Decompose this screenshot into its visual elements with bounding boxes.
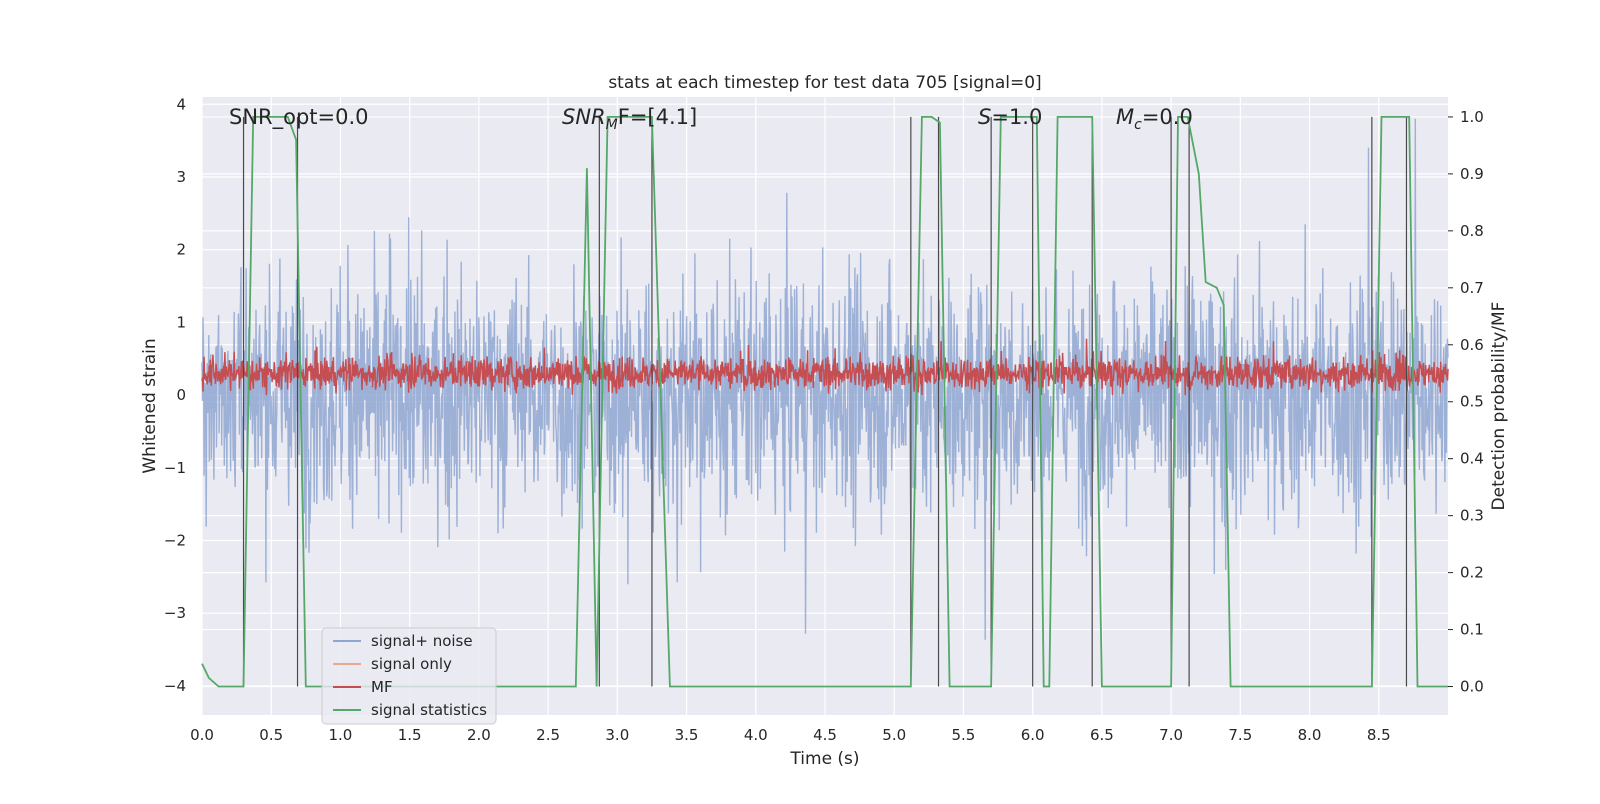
annotation-snr-mf-tail: F=[4.1] [618,105,697,129]
y-tick-label-right: 0.5 [1460,393,1484,411]
x-tick-label: 4.5 [813,726,837,744]
x-tick-label: 7.0 [1159,726,1183,744]
mf-line [201,338,1449,396]
legend: signal+ noise signal only MF signal stat… [321,627,497,725]
signal-noise-series [201,118,1449,640]
y-tick-label-right: 0.3 [1460,507,1484,525]
right-y-axis-ticks: 1.0 0.9 0.8 0.7 0.6 0.5 0.4 0.3 0.2 0.1 0.0 [1448,108,1484,696]
y-tick-label-left: −2 [164,532,186,550]
x-axis-ticks: 0.0 0.5 1.0 1.5 2.0 2.5 3.0 3.5 4.0 4.5 5.0 5.5 6.0 6… [190,726,1391,744]
y-tick-label-left: −4 [164,677,186,695]
legend-label-1: signal only [371,655,452,673]
signal-noise-line [201,118,1449,640]
legend-label-2: MF [371,678,393,696]
x-tick-label: 2.0 [467,726,491,744]
annotation-mc-tail: =0.0 [1142,105,1193,129]
y-tick-label-right: 0.9 [1460,165,1484,183]
y-tick-label-left: 0 [176,386,186,404]
legend-frame [321,627,497,725]
legend-label-0: signal+ noise [371,632,473,650]
left-y-axis-ticks: 4 3 2 1 0 −1 −2 −3 −4 [164,95,186,695]
y-tick-label-right: 0.7 [1460,279,1484,297]
y-tick-label-right: 0.1 [1460,621,1484,639]
y-tick-label-left: 3 [176,168,186,186]
x-tick-label: 6.5 [1090,726,1114,744]
y-tick-label-right: 0.2 [1460,564,1484,582]
x-tick-label: 3.5 [675,726,699,744]
y-tick-label-left: −1 [164,459,186,477]
x-tick-label: 1.5 [398,726,422,744]
annotation-mc-sub: c [1134,117,1142,133]
chart-title: stats at each timestep for test data 705… [608,73,1041,93]
right-y-axis-label: Detection probability/MF [1489,302,1509,511]
left-y-axis-label: Whitened strain [140,338,160,473]
x-tick-label: 0.5 [259,726,283,744]
x-tick-label: 5.5 [952,726,976,744]
x-axis-label: Time (s) [789,749,859,769]
y-tick-label-right: 1.0 [1460,108,1484,126]
signal-statistics-series [201,116,1448,688]
x-tick-label: 2.5 [536,726,560,744]
x-tick-label: 7.5 [1228,726,1252,744]
annotation-snr-mf: SNRMF=[4.1] [562,105,697,133]
x-tick-label: 0.0 [190,726,214,744]
x-tick-label: 6.0 [1021,726,1045,744]
y-tick-label-left: 4 [176,95,186,113]
legend-label-3: signal statistics [371,701,487,719]
mf-series [201,338,1449,396]
y-tick-label-right: 0.0 [1460,678,1484,696]
annotation-snr-mf-sub: M [606,117,618,133]
x-tick-label: 8.5 [1367,726,1391,744]
annotation-s: S=1.0 [978,105,1042,129]
x-tick-label: 5.0 [882,726,906,744]
y-tick-label-right: 0.8 [1460,222,1484,240]
annotation-snr-mf-main: SNR [562,105,606,129]
signal-statistics-line [201,116,1448,688]
x-tick-label: 8.0 [1298,726,1322,744]
y-tick-label-left: 1 [176,313,186,331]
y-tick-label-left: −3 [164,604,186,622]
x-tick-label: 1.0 [329,726,353,744]
annotation-s-main: S [978,105,991,129]
annotation-mc-main: M [1116,105,1134,129]
y-tick-label-left: 2 [176,241,186,259]
y-tick-label-right: 0.4 [1460,450,1484,468]
annotation-snr-opt: SNR_opt=0.0 [229,105,369,130]
annotation-mc: Mc=0.0 [1116,105,1193,133]
annotation-s-tail: =1.0 [991,105,1042,129]
y-tick-label-right: 0.6 [1460,336,1484,354]
x-tick-label: 4.0 [744,726,768,744]
x-tick-label: 3.0 [605,726,629,744]
